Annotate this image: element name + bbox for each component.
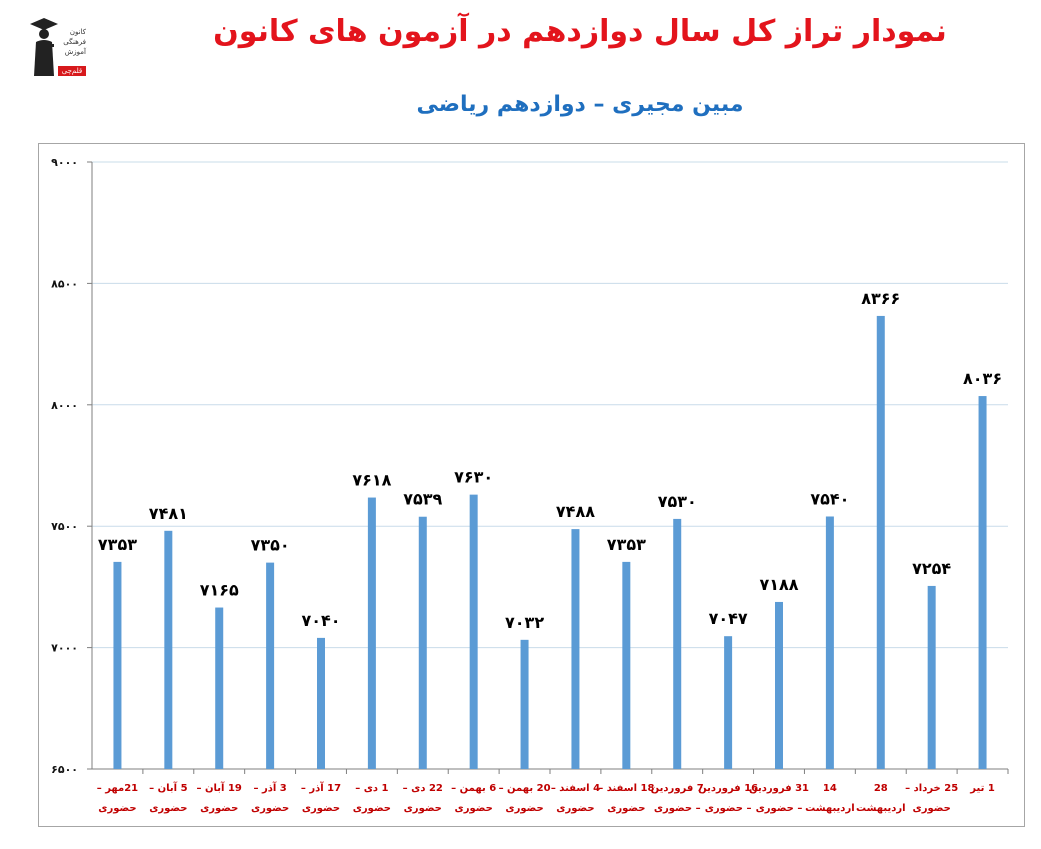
category-label: 1 تیر	[969, 783, 995, 794]
data-label: ۷۴۸۸	[556, 502, 595, 521]
category-label: 25 خرداد –	[905, 783, 958, 794]
y-tick-label: ۶۵۰۰	[51, 763, 78, 776]
category-label: – حضوری	[654, 803, 701, 814]
category-label: 7 فروردین	[651, 783, 704, 794]
category-label: 6 بهمن –	[451, 783, 496, 794]
bar	[571, 529, 580, 769]
category-label: 20 بهمن –	[499, 783, 551, 794]
bar	[469, 494, 478, 769]
category-label: 22 دی –	[403, 783, 443, 794]
category-label: حضوری	[98, 803, 136, 814]
data-label: ۷۰۴۰	[301, 611, 340, 630]
category-label: 17 آذر –	[301, 781, 341, 794]
bar	[978, 396, 987, 769]
data-label: ۷۵۳۰	[658, 492, 697, 511]
bar	[775, 601, 783, 769]
bar	[113, 561, 122, 769]
logo-text-line-3: آموزش	[64, 48, 86, 56]
y-tick-label: ۸۵۰۰	[51, 277, 78, 290]
data-label: ۸۰۳۶	[963, 369, 1002, 388]
category-label: – حضوری	[705, 803, 752, 814]
data-label: ۷۶۳۰	[454, 468, 493, 487]
logo-text-line-1: کانون	[69, 28, 86, 36]
logo-badge: قلم‌چی	[58, 66, 86, 76]
category-label: 14	[823, 783, 837, 794]
data-label: ۷۰۴۷	[709, 609, 748, 628]
plot-frame	[38, 143, 1025, 827]
category-label: 3 آذر –	[253, 781, 286, 794]
category-label: حضوری	[607, 803, 645, 814]
category-label: 18 اسفند –	[598, 783, 654, 794]
bar	[266, 562, 275, 769]
category-label: حضوری	[505, 803, 543, 814]
y-tick-label: ۸۰۰۰	[51, 399, 78, 412]
category-label: 16 فروردین	[698, 783, 758, 794]
y-tick-label: ۹۰۰۰	[51, 156, 78, 169]
bar	[367, 497, 376, 769]
category-label: 4 اسفند –	[551, 783, 600, 794]
chart-title: نمودار تراز کل سال دوازدهم در آزمون های …	[213, 14, 947, 49]
y-tick-label: ۷۵۰۰	[51, 520, 78, 533]
data-label: ۷۱۶۵	[200, 581, 239, 600]
tick-labels: ۶۵۰۰ ۷۰۰۰ ۷۵۰۰ ۸۰۰۰ ۸۵۰۰ ۹۰۰۰ 21مهر – حضوری 5 آب…	[51, 156, 995, 814]
data-label: ۷۲۵۴	[912, 559, 951, 578]
data-label: ۷۳۵۳	[607, 535, 646, 554]
kanoon-logo: کانون فرهنگی آموزش قلم‌چی	[28, 14, 86, 76]
data-label: ۷۳۵۰	[251, 536, 290, 555]
bar	[825, 516, 834, 769]
category-label: حضوری	[149, 803, 187, 814]
graduate-icon	[30, 18, 58, 76]
category-label: حضوری	[353, 803, 391, 814]
category-label: 19 آبان –	[197, 781, 242, 794]
data-label: ۷۶۱۸	[352, 471, 391, 490]
bar	[317, 637, 325, 769]
category-label: اردیبهشت	[805, 803, 855, 814]
category-label: حضوری	[556, 803, 594, 814]
data-label: ۷۰۳۲	[505, 613, 544, 632]
data-label: ۷۴۸۱	[149, 504, 188, 523]
bar	[164, 530, 173, 769]
category-label: حضوری	[455, 803, 493, 814]
category-label: اردیبهشت	[856, 803, 906, 814]
bar	[520, 639, 529, 769]
bar	[927, 585, 936, 769]
data-labels: ۷۳۵۳ ۷۴۸۱ ۷۱۶۵ ۷۳۵۰ ۷۰۴۰ ۷۶۱۸ ۷۵۳۹ ۷۶۳۰ ۷۰۳۲ ۷۴۸۸…	[98, 289, 1002, 632]
bar	[876, 315, 885, 769]
bar	[215, 607, 224, 769]
bar	[418, 516, 427, 769]
category-label: 5 آبان –	[149, 781, 187, 794]
chart-subtitle: مبین مجیری – دوازدهم ریاضی	[416, 92, 744, 117]
category-label: حضوری	[913, 803, 951, 814]
axes	[87, 161, 1009, 774]
grid-lines	[92, 161, 1008, 649]
category-label: حضوری	[302, 803, 340, 814]
category-label: حضوری	[251, 803, 289, 814]
category-label: 31 فروردین	[749, 783, 809, 794]
category-label: – حضوری	[756, 803, 803, 814]
data-label: ۷۳۵۳	[98, 535, 137, 554]
category-label: حضوری	[200, 803, 238, 814]
logo-text-line-2: فرهنگی	[63, 38, 86, 46]
data-label: ۷۵۴۰	[810, 489, 849, 508]
bars	[113, 315, 987, 769]
bar	[622, 561, 631, 769]
category-label: 28	[874, 783, 888, 794]
category-label: 21مهر –	[97, 783, 138, 794]
bar	[724, 636, 733, 769]
category-label: 1 دی –	[355, 783, 388, 794]
category-label: حضوری	[404, 803, 442, 814]
bar	[673, 518, 682, 769]
data-label: ۷۵۳۹	[403, 490, 442, 509]
data-label: ۸۳۶۶	[861, 289, 900, 308]
data-label: ۷۱۸۸	[759, 575, 798, 594]
y-tick-label: ۷۰۰۰	[51, 642, 78, 655]
